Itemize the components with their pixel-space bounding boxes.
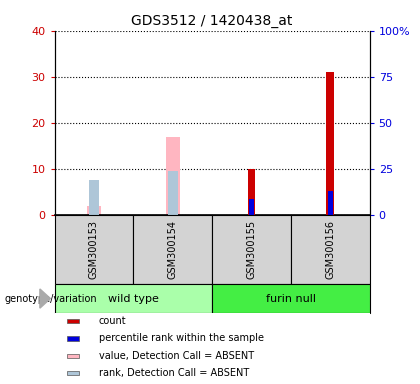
Bar — [67, 336, 79, 341]
Bar — [55, 215, 134, 284]
Bar — [212, 215, 291, 284]
Text: GSM300154: GSM300154 — [168, 220, 178, 279]
Bar — [134, 215, 212, 284]
Bar — [212, 284, 370, 313]
Bar — [249, 199, 254, 215]
Text: GSM300155: GSM300155 — [247, 220, 257, 279]
Bar — [67, 354, 79, 358]
Bar — [328, 191, 333, 215]
Text: wild type: wild type — [108, 293, 159, 304]
Text: furin null: furin null — [266, 293, 316, 304]
Bar — [165, 137, 180, 215]
Bar — [67, 371, 79, 376]
Bar — [168, 171, 178, 215]
Text: GSM300156: GSM300156 — [325, 220, 335, 279]
Bar — [326, 72, 334, 215]
Text: genotype/variation: genotype/variation — [4, 293, 97, 304]
Bar — [67, 319, 79, 323]
Text: GSM300153: GSM300153 — [89, 220, 99, 279]
Text: percentile rank within the sample: percentile rank within the sample — [99, 333, 264, 344]
Bar — [55, 284, 212, 313]
Text: count: count — [99, 316, 126, 326]
Title: GDS3512 / 1420438_at: GDS3512 / 1420438_at — [131, 14, 293, 28]
Text: value, Detection Call = ABSENT: value, Detection Call = ABSENT — [99, 351, 254, 361]
Bar — [89, 180, 99, 215]
Bar — [247, 169, 255, 215]
Bar — [87, 206, 101, 215]
Bar — [291, 215, 370, 284]
Text: rank, Detection Call = ABSENT: rank, Detection Call = ABSENT — [99, 368, 249, 379]
